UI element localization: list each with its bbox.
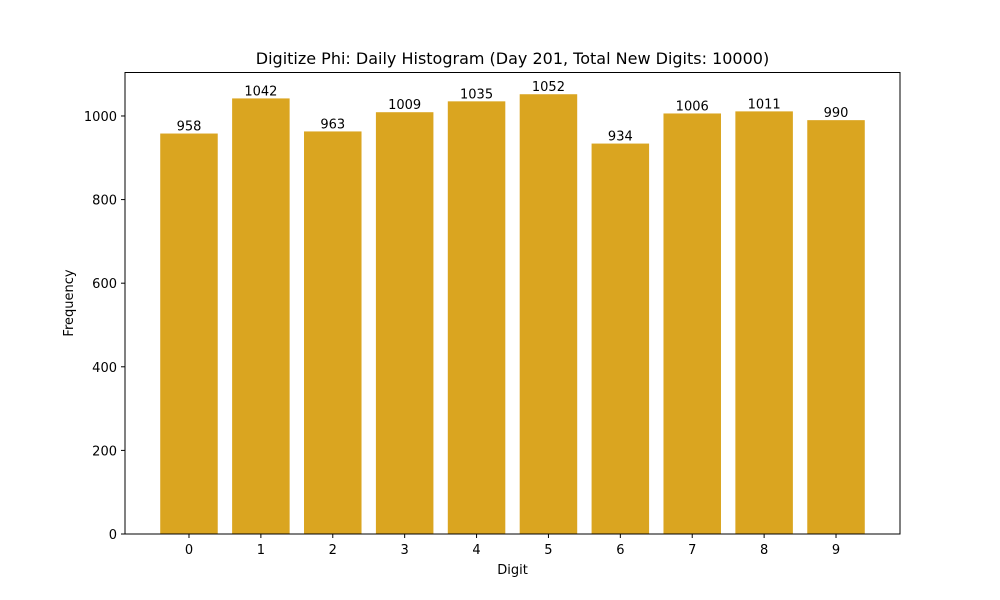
x-tick-label: 7 bbox=[688, 543, 696, 558]
x-tick-label: 8 bbox=[760, 543, 768, 558]
y-tick-label: 800 bbox=[92, 194, 117, 209]
bar-value-label: 1042 bbox=[244, 84, 277, 99]
x-tick-label: 1 bbox=[257, 543, 265, 558]
x-tick-label: 9 bbox=[832, 543, 840, 558]
chart-title: Digitize Phi: Daily Histogram (Day 201, … bbox=[256, 49, 769, 68]
bar-value-label: 958 bbox=[177, 120, 202, 135]
bar-digit-6 bbox=[591, 143, 650, 534]
x-tick-label: 3 bbox=[401, 543, 409, 558]
bar-value-label: 1035 bbox=[460, 87, 493, 102]
bar-digit-4 bbox=[447, 101, 506, 534]
bar-value-label: 1052 bbox=[532, 80, 565, 95]
bar-digit-8 bbox=[735, 111, 793, 535]
bar-labels-group: 958 1042 963 1009 1035 1052 934 1006 1011 990 bbox=[177, 80, 849, 144]
y-tick-label: 0 bbox=[109, 528, 117, 543]
x-tick-label: 6 bbox=[616, 543, 624, 558]
x-tick-label: 4 bbox=[472, 543, 480, 558]
bar-value-label: 963 bbox=[320, 117, 345, 132]
plot-frame bbox=[124, 72, 901, 535]
bar-digit-3 bbox=[375, 112, 434, 535]
bar-digit-1 bbox=[232, 98, 290, 534]
x-axis: 0 1 2 3 4 5 6 7 8 9 bbox=[185, 534, 840, 558]
bar-value-label: 1006 bbox=[676, 99, 709, 114]
bar-value-label: 1009 bbox=[388, 98, 421, 113]
x-tick-label: 2 bbox=[329, 543, 337, 558]
y-axis-label: Frequency bbox=[62, 269, 77, 336]
x-tick-label: 5 bbox=[544, 543, 552, 558]
bar-value-label: 990 bbox=[824, 106, 849, 121]
bar-value-label: 1011 bbox=[748, 97, 781, 112]
x-axis-label: Digit bbox=[497, 563, 528, 578]
bar-digit-9 bbox=[807, 120, 865, 534]
y-tick-label: 200 bbox=[92, 444, 117, 459]
y-tick-label: 1000 bbox=[84, 110, 117, 125]
bars-group bbox=[160, 94, 865, 535]
y-tick-label: 600 bbox=[92, 277, 117, 292]
bar-digit-5 bbox=[519, 94, 578, 535]
bar-value-label: 934 bbox=[608, 130, 633, 145]
bar-digit-2 bbox=[304, 131, 362, 534]
y-axis: 0 200 400 600 800 1000 bbox=[84, 110, 125, 543]
x-tick-label: 0 bbox=[185, 543, 193, 558]
bar-digit-0 bbox=[160, 133, 218, 534]
y-tick-label: 400 bbox=[92, 361, 117, 376]
bar-digit-7 bbox=[663, 113, 721, 534]
